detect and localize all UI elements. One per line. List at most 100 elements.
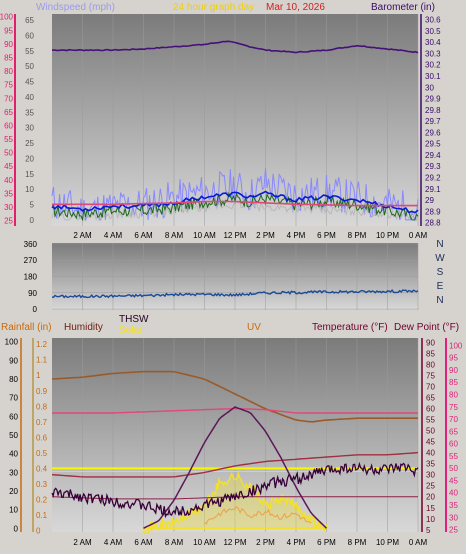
temperature-axis-tick-label: 85 [426, 349, 435, 358]
temperature-axis-tick-label: 25 [426, 482, 435, 491]
rainfall-title: Rainfall (in) [1, 322, 52, 333]
date-title: Mar 10, 2026 [266, 2, 325, 13]
x-tick-label: 2 AM [73, 538, 92, 547]
x-tick-label: 10 AM [193, 231, 216, 240]
windspeed-inner-tick-label: 65 [25, 16, 34, 25]
windspeed-axis-tick-label: 75 [4, 81, 13, 90]
humidity-title: Humidity [64, 322, 103, 333]
windspeed-axis-tick-label: 90 [4, 40, 13, 49]
rain-axis-tick-label: 1.2 [36, 340, 48, 349]
graph-day-title: 24 hour graph day [173, 2, 254, 13]
windspeed-axis-tick-label: 65 [4, 108, 13, 117]
temperature-title: Temperature (°F) [312, 322, 388, 333]
direction-axis-tick-label: 270 [24, 256, 38, 265]
x-tick-label: 8 PM [348, 231, 367, 240]
rain-axis-tick-label: 0.3 [36, 480, 48, 489]
windspeed-axis-tick-label: 35 [4, 189, 13, 198]
wind-x-ticks: 2 AM 4 AM 6 AM 8 AM 10 AM 12 PM 2 PM 4 PM 6 PM 8 … [73, 231, 427, 240]
humidity-axis-tick-label: 100 [5, 338, 19, 347]
solar-title: Solar [119, 325, 143, 336]
barometer-axis-tick-label: 28.9 [425, 207, 441, 216]
dewpoint-axis-tick-label: 90 [449, 366, 458, 375]
windspeed-axis-tick-label: 100 [0, 13, 14, 22]
climate-x-ticks: 2 AM 4 AM 6 AM 8 AM 10 AM 12 PM 2 PM 4 PM 6 PM 8 … [73, 538, 427, 547]
windspeed-title: Windspeed (mph) [36, 2, 115, 13]
temperature-axis-tick-label: 10 [426, 515, 435, 524]
dewpoint-axis-tick-label: 100 [449, 341, 463, 350]
windspeed-axis-tick-label: 70 [4, 94, 13, 103]
dewpoint-axis-tick-label: 40 [449, 489, 458, 498]
temperature-line [52, 200, 418, 207]
barometer-axis-tick-label: 30.5 [425, 27, 441, 36]
wind-direction-line [51, 288, 419, 299]
rain-axis-tick-label: 1.1 [36, 356, 48, 365]
dewpoint-axis-tick-label: 30 [449, 513, 458, 522]
rain-axis-tick-label: 0.2 [36, 495, 48, 504]
barometer-axis-tick-label: 30.1 [425, 72, 441, 81]
humidity-axis-tick-label: 40 [9, 450, 18, 459]
temperature-axis-tick-label: 30 [426, 471, 435, 480]
dewpoint-axis-tick-label: 75 [449, 403, 458, 412]
climate-series [51, 370, 419, 535]
temperature-axis-tick-label: 15 [426, 504, 435, 513]
temperature-line [52, 407, 418, 414]
direction-axis-tick-label: 180 [24, 273, 38, 282]
direction-axes: 0 90 180 270 360 [24, 240, 38, 314]
dewpoint-axis-tick-label: 50 [449, 464, 458, 473]
dewpoint-axis-tick-label: 80 [449, 390, 458, 399]
dewpoint-axis-tick-label: 95 [449, 354, 458, 363]
barometer-axis-tick-label: 29.3 [425, 162, 441, 171]
x-tick-label: 4 AM [104, 538, 123, 547]
windspeed-axis-tick-label: 80 [4, 67, 13, 76]
barometer-axis-tick-label: 30.3 [425, 49, 441, 58]
solar-secondary-line [204, 506, 312, 525]
barometer-axis-tick-label: 30.6 [425, 16, 441, 25]
x-tick-label: 2 AM [73, 231, 92, 240]
x-tick-label: 6 PM [317, 231, 336, 240]
windspeed-inner-tick-label: 40 [25, 93, 34, 102]
dewpoint-title: Dew Point (°F) [394, 322, 459, 333]
temperature-axis-tick-label: 80 [426, 360, 435, 369]
barometer-axis-tick-label: 29.8 [425, 106, 441, 115]
x-tick-label: 6 AM [134, 231, 153, 240]
x-tick-label: 10 PM [376, 231, 399, 240]
uv-line [143, 406, 328, 529]
temperature-axis-tick-label: 45 [426, 438, 435, 447]
rain-axis-tick-label: 0.4 [36, 464, 48, 473]
humidity-axis-tick-label: 0 [14, 524, 19, 533]
x-tick-label: 12 PM [223, 538, 246, 547]
solar-line [142, 470, 328, 535]
windspeed-axis-tick-label: 25 [4, 217, 13, 226]
x-tick-label: 4 PM [287, 538, 306, 547]
rain-axis-tick-label: 0.9 [36, 387, 48, 396]
windspeed-inner-tick-label: 50 [25, 62, 34, 71]
dewpoint-axis-tick-label: 45 [449, 476, 458, 485]
dewpoint-axis-tick-label: 65 [449, 427, 458, 436]
barometer-axis-tick-label: 29 [425, 196, 434, 205]
dewpoint-axis-tick-label: 85 [449, 378, 458, 387]
wind-gust-line [51, 168, 419, 222]
direction-series [51, 288, 419, 299]
thsw-title: THSW [119, 314, 149, 325]
x-tick-label: 0 AM [409, 231, 428, 240]
windspeed-inner-tick-label: 55 [25, 47, 34, 56]
barometer-axis-tick-label: 29.9 [425, 95, 441, 104]
humidity-axis-tick-label: 90 [9, 356, 18, 365]
x-tick-label: 2 PM [256, 538, 275, 547]
windspeed-inner-tick-label: 35 [25, 108, 34, 117]
compass-label: N [436, 295, 443, 306]
temperature-axis-tick-label: 5 [426, 526, 431, 535]
barometer-line [51, 40, 419, 54]
temperature-axis-tick-label: 50 [426, 427, 435, 436]
dewpoint-axis-tick-label: 35 [449, 501, 458, 510]
compass-label: W [435, 253, 445, 264]
direction-axis-tick-label: 90 [28, 289, 37, 298]
x-tick-label: 6 AM [134, 538, 153, 547]
humidity-axis-tick-label: 80 [9, 375, 18, 384]
rain-axis-tick-label: 1 [36, 371, 41, 380]
windspeed-axis-tick-label: 30 [4, 203, 13, 212]
temperature-axis-tick-label: 65 [426, 394, 435, 403]
barometer-axis-tick-label: 29.1 [425, 185, 441, 194]
rain-axis-tick-label: 0.1 [36, 511, 48, 520]
dewpoint-axis-tick-label: 25 [449, 526, 458, 535]
